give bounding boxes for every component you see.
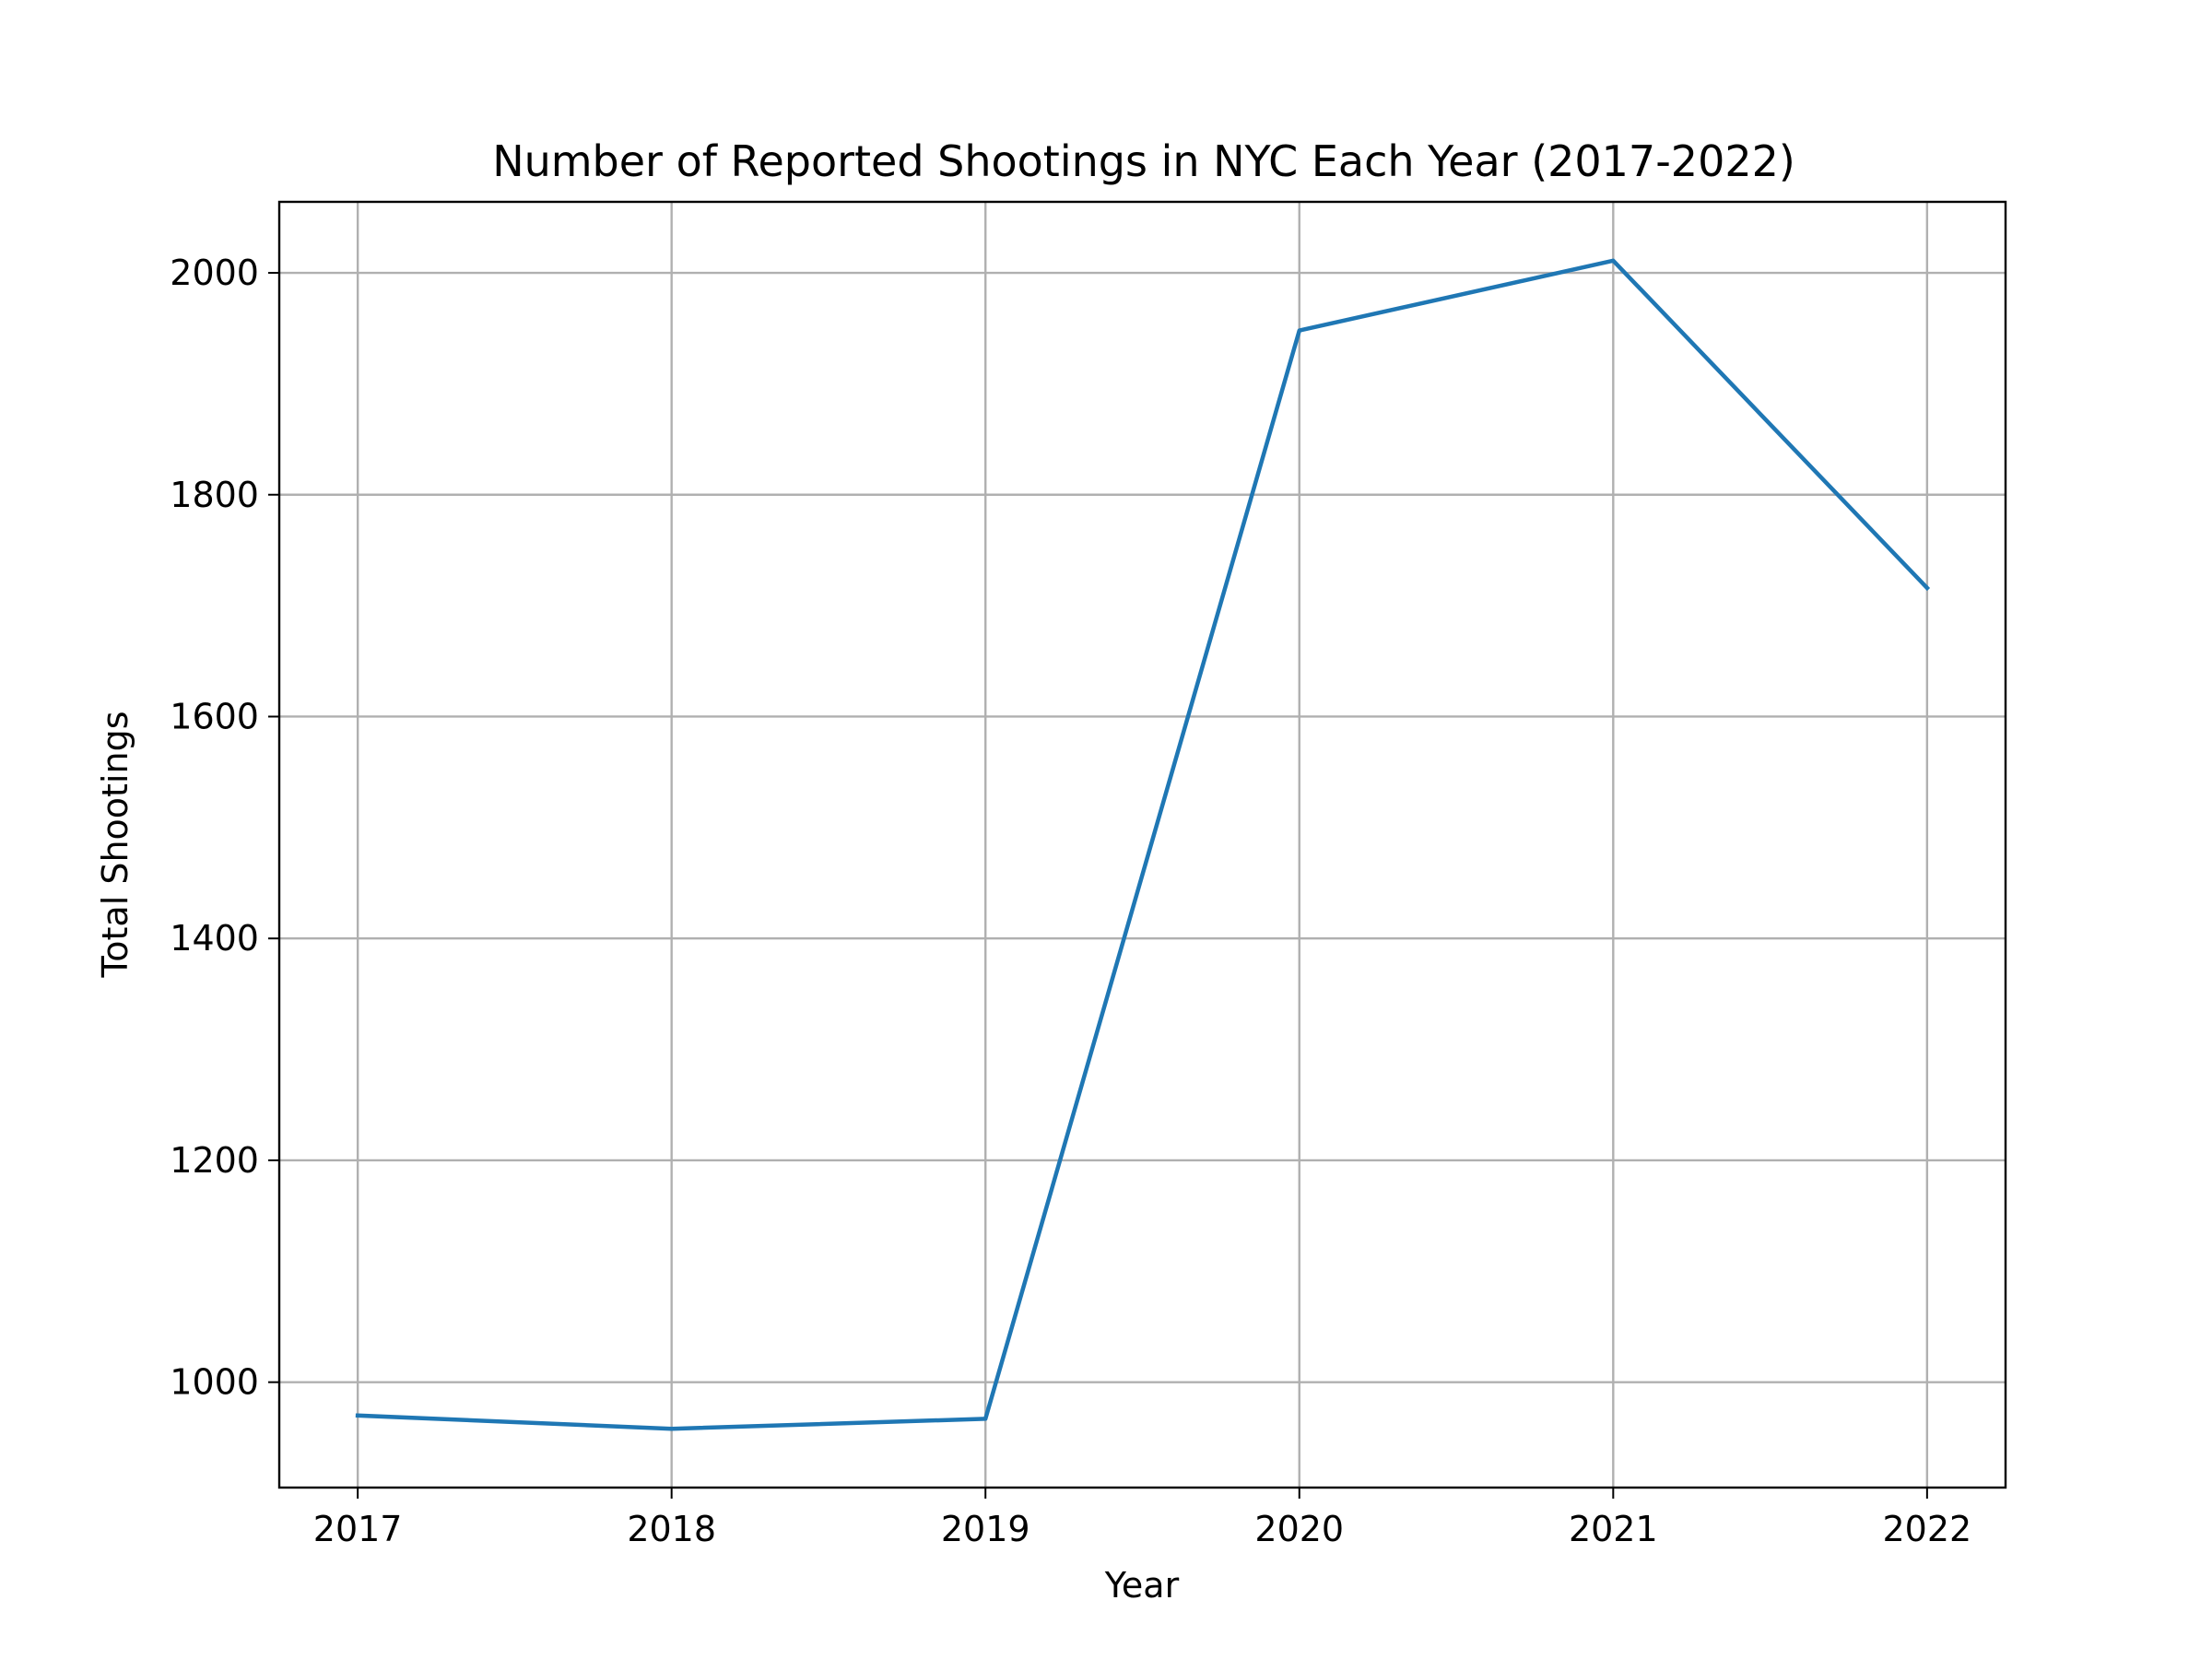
x-tick-label: 2017 [313,1509,403,1549]
series-layer [355,258,1931,1431]
y-tick-label: 2000 [170,253,259,293]
y-tick-label: 1200 [170,1140,259,1181]
x-axis: 2017 2018 2019 2020 2021 2022 [313,1488,1971,1549]
x-tick-label: 2018 [627,1509,716,1549]
y-tick-label: 1800 [170,475,259,515]
x-tick-label: 2022 [1883,1509,1972,1549]
x-tick-label: 2019 [941,1509,1030,1549]
y-tick-label: 1600 [170,696,259,736]
x-tick-label: 2021 [1569,1509,1658,1549]
y-tick-label: 1400 [170,918,259,959]
x-axis-label: Year [1104,1565,1180,1606]
grid [279,202,2006,1488]
chart-title: Number of Reported Shootings in NYC Each… [492,136,1795,186]
series-line [355,258,1931,1431]
x-tick-label: 2020 [1254,1509,1344,1549]
y-axis-label: Total Shootings [95,712,135,979]
y-tick-label: 1000 [170,1362,259,1403]
plot-frame [277,200,2007,1489]
y-axis: 1000 1200 1400 1600 1800 2000 [170,253,279,1403]
